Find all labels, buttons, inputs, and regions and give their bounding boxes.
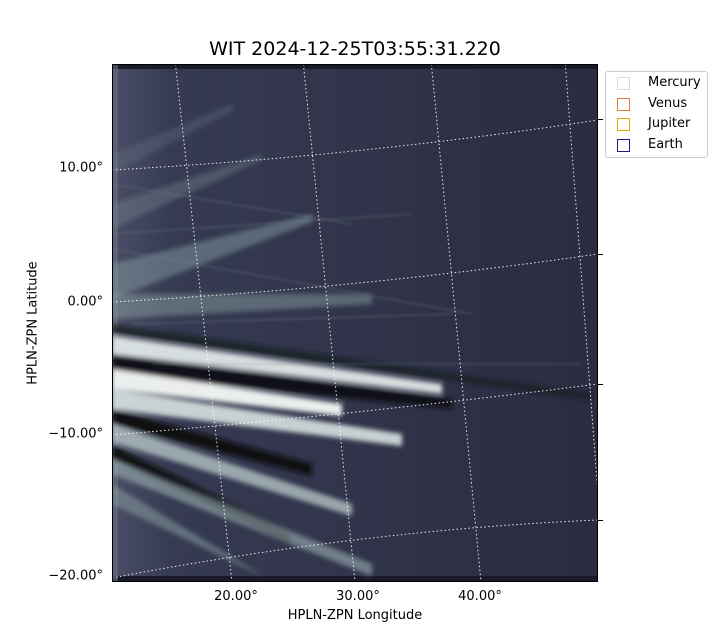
legend-item-jupiter: Jupiter xyxy=(617,116,705,133)
y-axis-label: HPLN-ZPN Latitude xyxy=(25,261,41,385)
legend-label: Mercury xyxy=(648,75,701,90)
legend: Mercury Venus Jupiter Earth xyxy=(605,71,708,158)
y-tick-label: −20.00° xyxy=(48,568,103,584)
legend-swatch xyxy=(617,118,630,131)
x-tick-label: 40.00° xyxy=(458,589,502,604)
right-axis-ticks xyxy=(598,64,604,582)
y-tick-label: 10.00° xyxy=(59,160,103,176)
legend-label: Jupiter xyxy=(648,116,691,131)
legend-swatch xyxy=(617,77,630,90)
legend-swatch xyxy=(617,139,630,152)
x-tick-label: 30.00° xyxy=(336,589,380,604)
y-tick-label: 0.00° xyxy=(67,294,103,310)
legend-item-earth: Earth xyxy=(617,137,705,154)
legend-item-mercury: Mercury xyxy=(617,75,705,92)
legend-item-venus: Venus xyxy=(617,96,705,113)
legend-label: Earth xyxy=(648,137,683,152)
x-tick-label: 20.00° xyxy=(214,589,258,604)
x-axis-label: HPLN-ZPN Longitude xyxy=(287,608,423,623)
legend-swatch xyxy=(617,98,630,111)
y-tick-label: −10.00° xyxy=(48,426,103,442)
solar-wind-image xyxy=(112,64,598,582)
figure-title: WIT 2024-12-25T03:55:31.220 xyxy=(209,38,501,60)
legend-label: Venus xyxy=(648,96,688,111)
